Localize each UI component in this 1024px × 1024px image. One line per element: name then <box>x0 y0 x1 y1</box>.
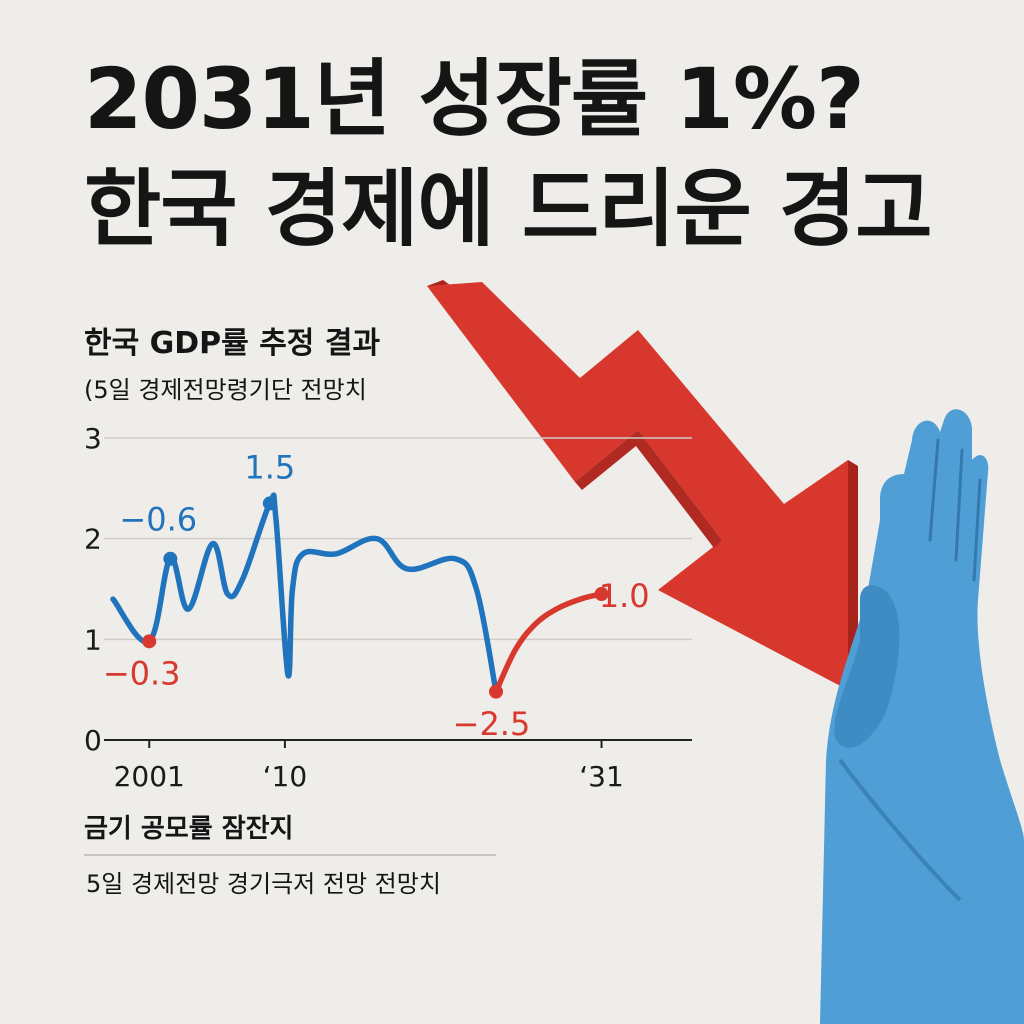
data-label-2: −0.3 <box>103 655 181 693</box>
footer-note: 5일 경제전망 경기극저 전망 전망치 <box>86 870 441 898</box>
data-label-4: 1.0 <box>599 577 650 615</box>
data-point-3 <box>489 684 503 699</box>
red-downward-zigzag-arrow-icon <box>427 280 858 690</box>
series-line-1 <box>493 591 605 695</box>
headline: 2031년 성장률 1%? 한국 경제에 드리운 경고 <box>84 44 933 264</box>
x-tick-label-2: ‘31 <box>579 760 624 793</box>
footer-divider <box>84 854 496 856</box>
chart-title: 한국 GDP률 추정 결과 <box>84 326 381 361</box>
headline-line-1: 2031년 성장률 1%? <box>84 50 865 148</box>
y-tick-label-1: 1 <box>84 623 102 656</box>
blue-stop-hand-icon <box>820 409 1024 1024</box>
y-tick-label-3: 3 <box>84 422 102 455</box>
data-label-3: −2.5 <box>453 705 531 743</box>
footer-label: 금기 공모률 잠잔지 <box>84 814 294 844</box>
y-tick-label-0: 0 <box>84 724 102 757</box>
chart-subtitle: (5일 경제전망령기단 전망치 <box>84 376 367 404</box>
headline-line-2: 한국 경제에 드리운 경고 <box>84 160 933 258</box>
data-point-2 <box>262 496 277 511</box>
data-label-1: 1.5 <box>244 448 295 486</box>
series-line-0 <box>110 492 499 695</box>
x-tick-label-1: ‘10 <box>263 760 308 793</box>
data-label-0: −0.6 <box>119 501 197 539</box>
data-point-4 <box>594 587 609 602</box>
y-tick-label-2: 2 <box>84 523 102 556</box>
data-point-0 <box>142 634 157 649</box>
x-tick-label-0: 2001 <box>114 760 185 793</box>
data-point-1 <box>163 551 178 566</box>
